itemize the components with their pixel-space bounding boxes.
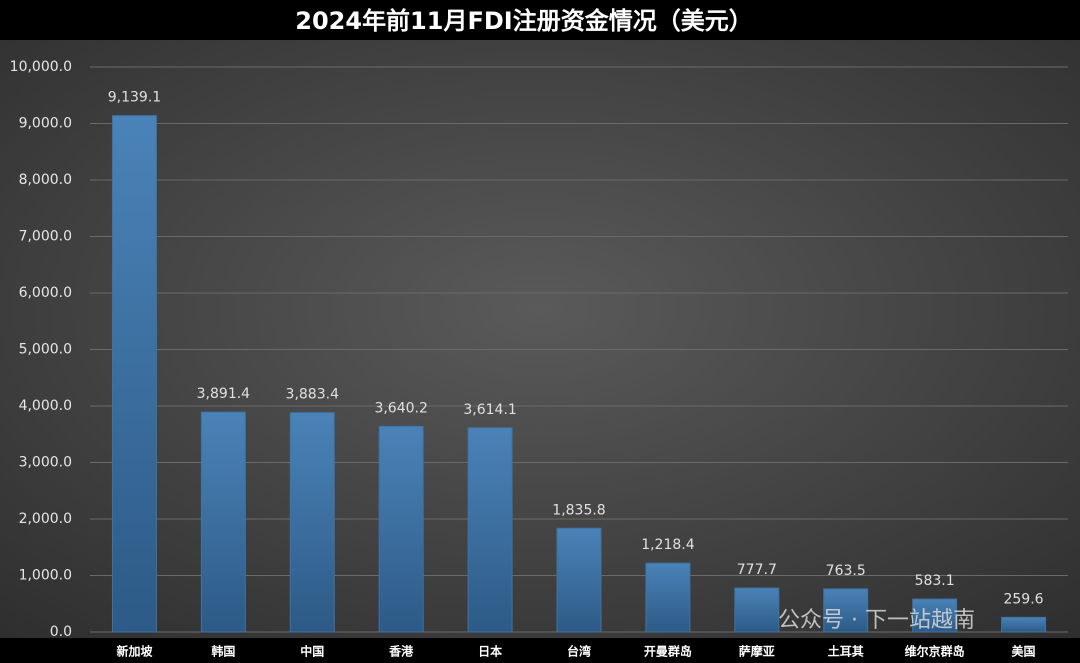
value-label: 3,891.4 (197, 386, 251, 402)
bar (1001, 616, 1047, 633)
x-tick-label: 日本 (478, 644, 502, 659)
value-label: 1,218.4 (641, 537, 695, 553)
y-tick-label: 7,000.0 (19, 229, 72, 245)
y-tick-label: 4,000.0 (19, 398, 72, 414)
bar (111, 115, 157, 633)
x-tick-label: 香港 (388, 644, 414, 659)
value-label: 777.7 (737, 562, 777, 578)
plot-background (0, 40, 1080, 638)
bar (289, 412, 335, 633)
y-tick-label: 3,000.0 (19, 455, 72, 471)
y-tick-label: 5,000.0 (19, 342, 72, 358)
value-label: 259.6 (1003, 591, 1043, 607)
value-label: 1,835.8 (552, 502, 605, 518)
value-label: 763.5 (826, 563, 866, 579)
x-tick-label: 韩国 (211, 644, 235, 659)
y-tick-label: 10,000.0 (10, 59, 72, 75)
bar (912, 598, 958, 633)
watermark: 公众号 · 下一站越南 (778, 608, 975, 633)
bars: 新加坡 9,139.1 韩国 3,891.4 中国 3,883.4 香港 3,640.2 日本 3… (108, 90, 1047, 659)
x-tick-label: 维尔京群岛 (905, 644, 965, 659)
value-label: 583.1 (915, 573, 955, 589)
x-tick-label: 萨摩亚 (739, 644, 775, 659)
value-label: 3,883.4 (286, 387, 340, 403)
bar (823, 588, 869, 633)
bar (200, 411, 246, 633)
x-tick-label: 新加坡 (116, 644, 153, 659)
value-label: 9,139.1 (108, 90, 161, 106)
bar (378, 425, 424, 633)
y-tick-label: 0.0 (50, 624, 72, 640)
x-tick-label: 开曼群岛 (644, 644, 692, 659)
chart-title: 2024年前11月FDI注册资金情况（美元） (295, 7, 752, 35)
y-tick-label: 8,000.0 (19, 172, 72, 188)
value-label: 3,640.2 (374, 400, 427, 416)
x-tick-label: 中国 (300, 644, 324, 659)
bar (556, 527, 602, 633)
bar (467, 427, 513, 633)
y-tick-label: 1,000.0 (19, 568, 72, 584)
bar (734, 587, 780, 633)
value-label: 3,614.1 (463, 402, 516, 418)
y-tick-label: 2,000.0 (19, 511, 72, 527)
x-tick-label: 土耳其 (828, 644, 864, 659)
y-tick-label: 6,000.0 (19, 285, 72, 301)
x-tick-label: 美国 (1012, 644, 1036, 659)
x-tick-label: 台湾 (567, 644, 591, 659)
bar (645, 562, 691, 633)
y-tick-label: 9,000.0 (19, 116, 72, 132)
